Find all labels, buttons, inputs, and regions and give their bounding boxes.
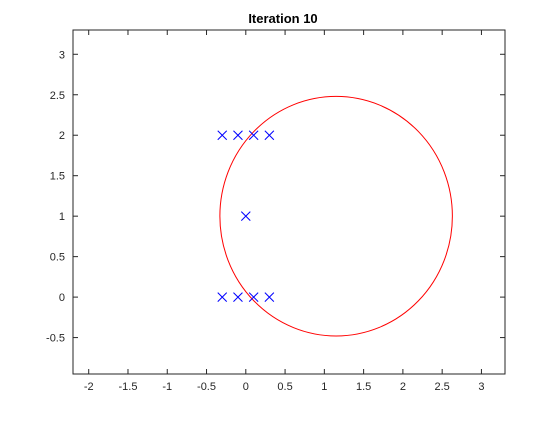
y-tick-label: -0.5 — [46, 333, 65, 345]
fitted-circle — [219, 95, 453, 337]
data-point — [217, 292, 228, 302]
data-point — [264, 292, 275, 302]
data-point — [248, 292, 259, 302]
data-point — [264, 130, 275, 141]
chart-title: Iteration 10 — [248, 11, 317, 26]
y-tick-label: 2 — [59, 130, 65, 142]
x-tick-label: 3 — [478, 381, 484, 393]
y-tick-label: 0 — [59, 292, 65, 304]
x-tick-label: -2 — [84, 381, 94, 393]
x-tick-label: 1.5 — [356, 381, 371, 393]
x-tick-label: 2 — [400, 381, 406, 393]
data-point — [233, 130, 243, 141]
x-tick-label: -1.5 — [118, 381, 137, 393]
data-point — [233, 292, 243, 302]
x-tick-label: -1 — [162, 381, 172, 393]
data-point — [248, 130, 259, 141]
axes-box — [72, 29, 506, 375]
x-tick-label: 1 — [321, 381, 327, 393]
x-tick-label: 0.5 — [277, 381, 292, 393]
y-tick-label: 3 — [59, 49, 65, 61]
y-tick-label: 2.5 — [50, 90, 65, 102]
plot-area: -2 -1.5 -1 -0.5 0 0.5 1 1.5 2 2.5 3 -0.5 0 0.5 1 1.5 2 2.… — [46, 29, 506, 393]
data-point — [217, 130, 228, 141]
y-tick-label: 1.5 — [50, 171, 65, 183]
x-tick-label: 2.5 — [435, 381, 450, 393]
y-tick-label: 1 — [59, 211, 65, 223]
data-point — [240, 211, 251, 222]
x-tick-label: -0.5 — [197, 381, 216, 393]
y-tick-label: 0.5 — [50, 252, 65, 264]
x-tick-label: 0 — [243, 381, 249, 393]
